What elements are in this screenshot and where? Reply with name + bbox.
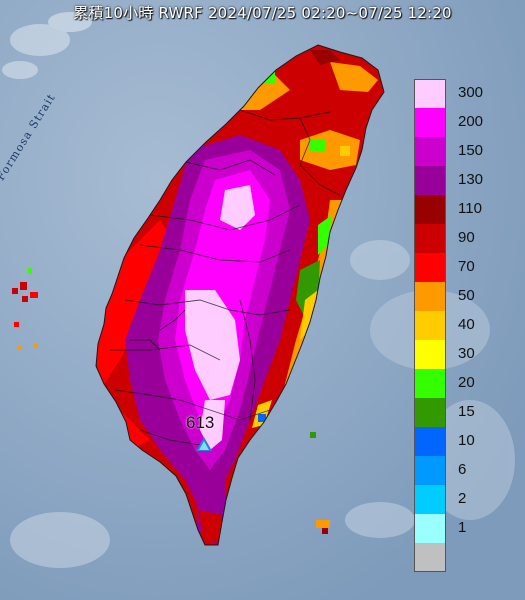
legend-tick-label: 300 [458, 84, 484, 101]
color-legend: 300 200 150 130 110 90 70 50 40 30 20 15 10 6 2 1 [410, 76, 520, 576]
legend-tick-label: 15 [458, 403, 475, 420]
map-title: 累積10小時 RWRF 2024/07/25 02:20~07/25 12:20 [73, 4, 452, 22]
legend-swatch [414, 514, 446, 543]
peak-marker-inner-icon [199, 441, 209, 450]
peak-rainfall-label: 613 [186, 413, 215, 432]
legend-swatch [414, 427, 446, 456]
legend-tick-label: 2 [458, 490, 467, 507]
legend-tick-label: 30 [458, 345, 475, 362]
cloud-texture [2, 12, 515, 568]
legend-swatch [414, 456, 446, 485]
legend-tick-label: 110 [458, 200, 482, 217]
legend-tick-label: 130 [458, 171, 484, 188]
green-island [310, 432, 330, 534]
legend-swatch [414, 137, 446, 166]
legend-swatch [414, 253, 446, 282]
legend-swatch [414, 195, 446, 224]
rainfall-field [96, 50, 380, 545]
legend-swatch [414, 485, 446, 514]
legend-tick-label: 50 [458, 287, 475, 304]
legend-tick-label: 10 [458, 432, 475, 449]
legend-swatch [414, 340, 446, 369]
island-outline [95, 44, 385, 546]
penghu-islands [12, 268, 38, 350]
legend-tick-label: 6 [458, 461, 467, 478]
legend-tick-label: 150 [458, 142, 484, 159]
legend-swatch [414, 398, 446, 427]
legend-swatch [414, 79, 446, 108]
legend-tick-label: 20 [458, 374, 475, 391]
legend-swatch [414, 369, 446, 398]
legend-swatch [414, 224, 446, 253]
legend-tick-label: 40 [458, 316, 475, 333]
legend-tick-label: 90 [458, 229, 475, 246]
legend-tick-label: 200 [458, 113, 484, 130]
legend-swatch [414, 282, 446, 311]
legend-tick-label: 1 [458, 519, 467, 536]
legend-swatch [414, 543, 446, 572]
legend-tick-label: 70 [458, 258, 475, 275]
legend-swatch [414, 311, 446, 340]
county-boundaries [110, 109, 341, 446]
legend-swatch [414, 108, 446, 137]
legend-swatch [414, 166, 446, 195]
